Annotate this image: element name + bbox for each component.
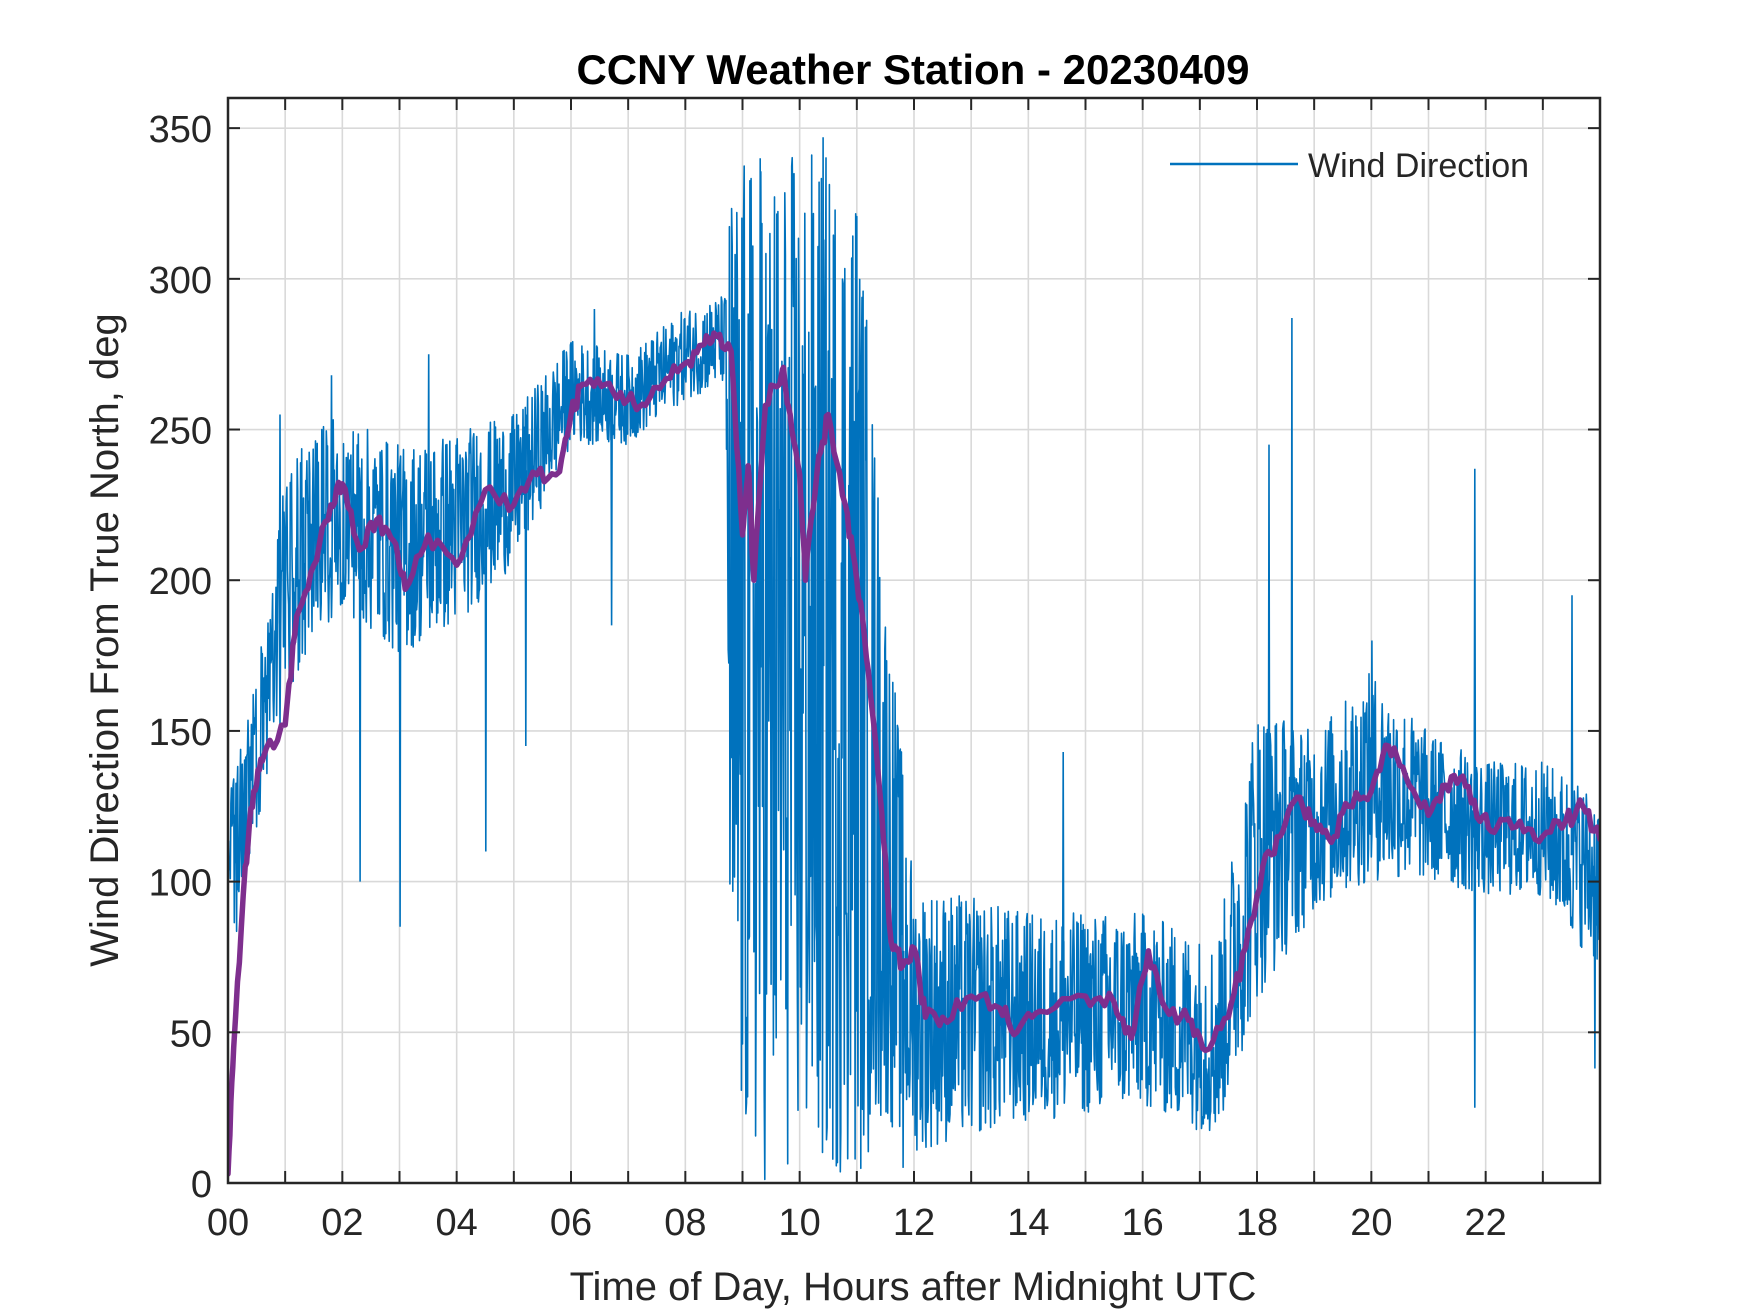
x-tick-label: 00 (207, 1202, 249, 1244)
y-tick-labels: 0 50 100 150 200 250 300 350 (149, 109, 212, 1206)
series-wind-direction-spikes (278, 137, 1597, 1168)
x-axis-label: Time of Day, Hours after Midnight UTC (570, 1265, 1257, 1309)
y-tick-label: 0 (191, 1164, 212, 1206)
plot-area (228, 137, 1600, 1181)
x-tick-label: 14 (1007, 1202, 1049, 1244)
x-tick-labels: 00 02 04 06 08 10 12 14 16 18 20 22 (207, 1202, 1507, 1244)
legend-label-wind-direction: Wind Direction (1308, 147, 1529, 185)
x-tick-label: 02 (321, 1202, 363, 1244)
series-smoothed-line (228, 330, 1600, 1177)
x-tick-label: 12 (893, 1202, 935, 1244)
y-axis-label: Wind Direction From True North, deg (83, 313, 127, 967)
y-tick-label: 150 (149, 712, 212, 754)
axis-ticks (228, 98, 1600, 1184)
x-tick-label: 04 (436, 1202, 478, 1244)
x-tick-label: 18 (1236, 1202, 1278, 1244)
chart-title: CCNY Weather Station - 20230409 (576, 46, 1249, 93)
y-tick-label: 200 (149, 561, 212, 603)
y-tick-label: 250 (149, 411, 212, 453)
y-tick-label: 50 (170, 1013, 212, 1055)
legend: Wind Direction (1170, 147, 1529, 185)
x-tick-label: 10 (779, 1202, 821, 1244)
x-tick-label: 16 (1122, 1202, 1164, 1244)
y-tick-label: 350 (149, 109, 212, 151)
x-tick-label: 22 (1465, 1202, 1507, 1244)
x-tick-label: 08 (664, 1202, 706, 1244)
y-tick-label: 100 (149, 863, 212, 905)
x-tick-label: 20 (1350, 1202, 1392, 1244)
x-tick-label: 06 (550, 1202, 592, 1244)
y-tick-label: 300 (149, 260, 212, 302)
